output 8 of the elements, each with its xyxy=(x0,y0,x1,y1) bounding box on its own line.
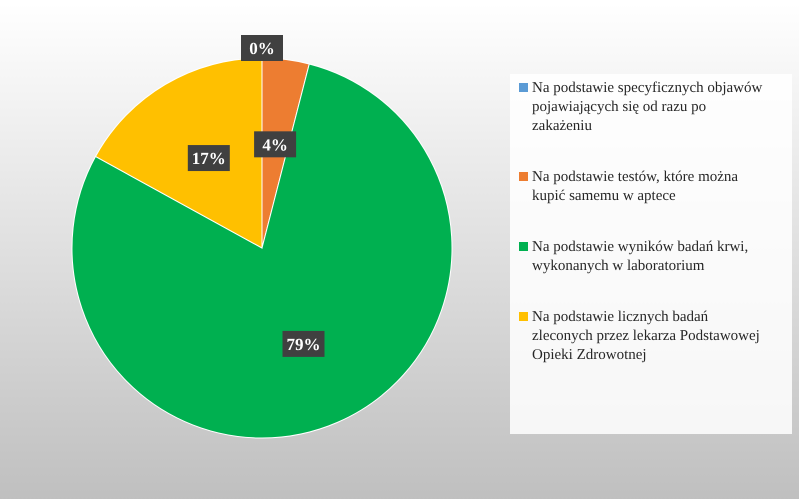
legend-label: Na podstawie testów, które można kupić samemu w aptece xyxy=(532,169,738,204)
text: 0% xyxy=(249,38,275,58)
legend-label: Na podstawie licznych badań zleconych przez lekarza Podstawowej Opieki Zdrowotnej xyxy=(532,309,760,363)
data-label: 17% xyxy=(192,149,226,168)
slice-label: Na podstawie wyników badań krwi, wykonanych w laboratorium xyxy=(532,239,748,274)
data-label: 79% xyxy=(286,334,320,354)
data-label: 4% xyxy=(262,135,288,154)
legend-label: Na podstawie specyficznych objawów pojawiających się od razu po zakażeniu xyxy=(532,80,763,134)
